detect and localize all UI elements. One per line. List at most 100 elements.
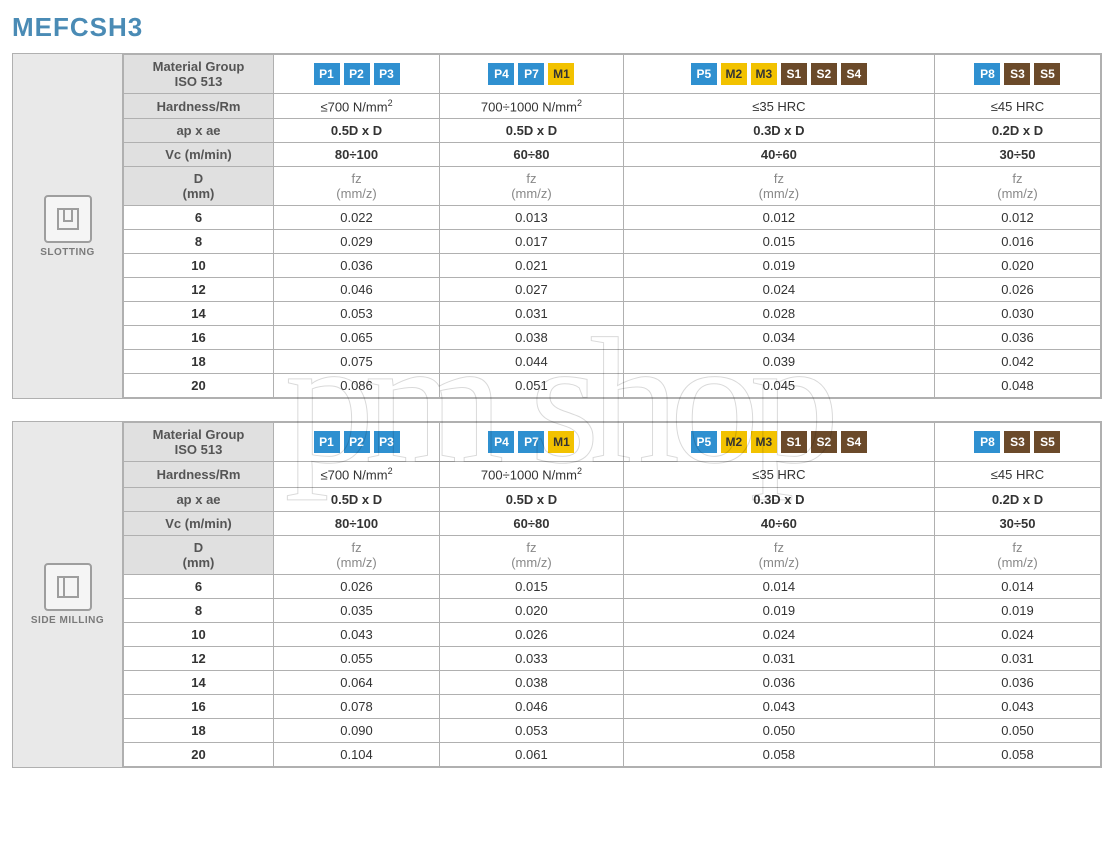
fz-value: 0.036 (623, 670, 934, 694)
fz-value: 0.046 (440, 694, 624, 718)
material-badge: P4 (488, 63, 514, 85)
side-label: SLOTTING (40, 247, 95, 258)
material-badge: P3 (374, 431, 400, 453)
material-badge: P7 (518, 63, 544, 85)
fz-value: 0.027 (440, 278, 624, 302)
material-badge: P2 (344, 63, 370, 85)
material-badge: S3 (1004, 63, 1030, 85)
fz-value: 0.015 (623, 230, 934, 254)
fz-header: fz(mm/z) (274, 535, 440, 574)
fz-value: 0.042 (934, 350, 1100, 374)
material-group-header: Material GroupISO 513 (124, 55, 274, 94)
fz-value: 0.020 (440, 598, 624, 622)
fz-header: fz(mm/z) (623, 535, 934, 574)
hardness-value: ≤35 HRC (623, 462, 934, 487)
badge-cell: P5M2M3S1S2S4 (623, 423, 934, 462)
diameter-value: 14 (124, 670, 274, 694)
material-badge: P4 (488, 431, 514, 453)
fz-value: 0.039 (623, 350, 934, 374)
diameter-value: 20 (124, 742, 274, 766)
apae-value: 0.5D x D (440, 487, 624, 511)
data-table-block: SLOTTING Material GroupISO 513 P1P2P3P4P… (12, 53, 1102, 399)
vc-header: Vc (m/min) (124, 511, 274, 535)
fz-value: 0.012 (623, 206, 934, 230)
fz-value: 0.036 (274, 254, 440, 278)
fz-value: 0.024 (623, 622, 934, 646)
fz-value: 0.058 (934, 742, 1100, 766)
fz-value: 0.014 (623, 574, 934, 598)
fz-value: 0.015 (440, 574, 624, 598)
fz-value: 0.031 (934, 646, 1100, 670)
vc-value: 30÷50 (934, 143, 1100, 167)
material-badge: P7 (518, 431, 544, 453)
fz-value: 0.014 (934, 574, 1100, 598)
fz-header: fz(mm/z) (623, 167, 934, 206)
material-badge: S1 (781, 63, 807, 85)
fz-value: 0.058 (623, 742, 934, 766)
fz-value: 0.030 (934, 302, 1100, 326)
data-table-block: SIDE MILLING Material GroupISO 513 P1P2P… (12, 421, 1102, 767)
fz-value: 0.012 (934, 206, 1100, 230)
fz-value: 0.026 (934, 278, 1100, 302)
vc-header: Vc (m/min) (124, 143, 274, 167)
fz-value: 0.019 (623, 598, 934, 622)
hardness-value: 700÷1000 N/mm2 (440, 462, 624, 487)
hardness-value: ≤35 HRC (623, 94, 934, 119)
fz-value: 0.019 (623, 254, 934, 278)
fz-value: 0.016 (934, 230, 1100, 254)
material-badge: M2 (721, 431, 747, 453)
fz-header: fz(mm/z) (440, 167, 624, 206)
fz-value: 0.090 (274, 718, 440, 742)
material-badge: S3 (1004, 431, 1030, 453)
fz-value: 0.031 (440, 302, 624, 326)
badge-cell: P8S3S5 (934, 423, 1100, 462)
fz-value: 0.026 (274, 574, 440, 598)
page-title: MEFCSH3 (12, 12, 1102, 43)
fz-value: 0.078 (274, 694, 440, 718)
badge-cell: P4P7M1 (440, 55, 624, 94)
hardness-value: ≤45 HRC (934, 94, 1100, 119)
fz-value: 0.021 (440, 254, 624, 278)
hardness-value: 700÷1000 N/mm2 (440, 94, 624, 119)
material-badge: M1 (548, 431, 574, 453)
fz-header: fz(mm/z) (274, 167, 440, 206)
fz-value: 0.048 (934, 374, 1100, 398)
apae-header: ap x ae (124, 119, 274, 143)
apae-value: 0.2D x D (934, 487, 1100, 511)
fz-value: 0.043 (274, 622, 440, 646)
diameter-value: 18 (124, 718, 274, 742)
apae-header: ap x ae (124, 487, 274, 511)
sidemilling-icon (44, 563, 92, 611)
cutting-data-table: Material GroupISO 513 P1P2P3P4P7M1P5M2M3… (123, 422, 1101, 766)
fz-value: 0.024 (934, 622, 1100, 646)
fz-value: 0.053 (274, 302, 440, 326)
diameter-value: 20 (124, 374, 274, 398)
vc-value: 40÷60 (623, 511, 934, 535)
fz-value: 0.050 (934, 718, 1100, 742)
fz-value: 0.028 (623, 302, 934, 326)
diameter-value: 18 (124, 350, 274, 374)
material-badge: P2 (344, 431, 370, 453)
material-badge: P5 (691, 63, 717, 85)
fz-value: 0.046 (274, 278, 440, 302)
material-badge: S2 (811, 63, 837, 85)
fz-value: 0.034 (623, 326, 934, 350)
material-badge: P8 (974, 63, 1000, 85)
apae-value: 0.5D x D (274, 487, 440, 511)
material-badge: S5 (1034, 63, 1060, 85)
slotting-icon (44, 195, 92, 243)
fz-value: 0.044 (440, 350, 624, 374)
fz-value: 0.053 (440, 718, 624, 742)
vc-value: 30÷50 (934, 511, 1100, 535)
fz-value: 0.075 (274, 350, 440, 374)
side-column: SIDE MILLING (13, 422, 123, 766)
diameter-value: 6 (124, 574, 274, 598)
material-badge: S2 (811, 431, 837, 453)
side-label: SIDE MILLING (31, 615, 104, 626)
fz-value: 0.055 (274, 646, 440, 670)
badge-cell: P1P2P3 (274, 55, 440, 94)
material-badge: S4 (841, 63, 867, 85)
hardness-value: ≤45 HRC (934, 462, 1100, 487)
fz-value: 0.024 (623, 278, 934, 302)
vc-value: 40÷60 (623, 143, 934, 167)
